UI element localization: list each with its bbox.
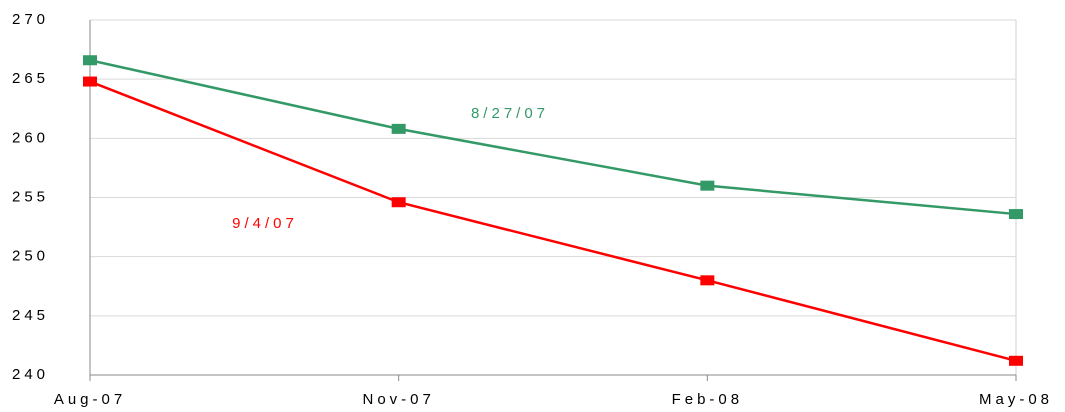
series-line bbox=[89, 80, 1017, 363]
marker bbox=[83, 55, 97, 66]
y-tick-label: 265 bbox=[12, 70, 49, 87]
y-tick-label: 255 bbox=[12, 188, 49, 205]
x-tick-label: Feb-08 bbox=[672, 391, 744, 408]
marker bbox=[700, 180, 715, 191]
marker bbox=[391, 197, 406, 208]
marker bbox=[391, 123, 406, 134]
marker bbox=[1009, 209, 1023, 220]
series-label: 8/27/07 bbox=[471, 105, 549, 122]
marker bbox=[700, 275, 715, 286]
y-tick-label: 245 bbox=[12, 307, 49, 324]
x-tick-label: Nov-07 bbox=[362, 391, 434, 408]
y-tick-label: 260 bbox=[12, 129, 49, 146]
marker bbox=[83, 76, 97, 87]
x-tick-label: Aug-07 bbox=[54, 391, 126, 408]
y-tick-label: 250 bbox=[12, 248, 49, 265]
series-line bbox=[89, 59, 1017, 216]
x-tick-label: May-08 bbox=[979, 391, 1053, 408]
y-tick-label: 240 bbox=[12, 366, 49, 383]
y-tick-label: 270 bbox=[12, 11, 49, 28]
marker bbox=[1009, 355, 1023, 366]
series-label: 9/4/07 bbox=[232, 215, 298, 232]
